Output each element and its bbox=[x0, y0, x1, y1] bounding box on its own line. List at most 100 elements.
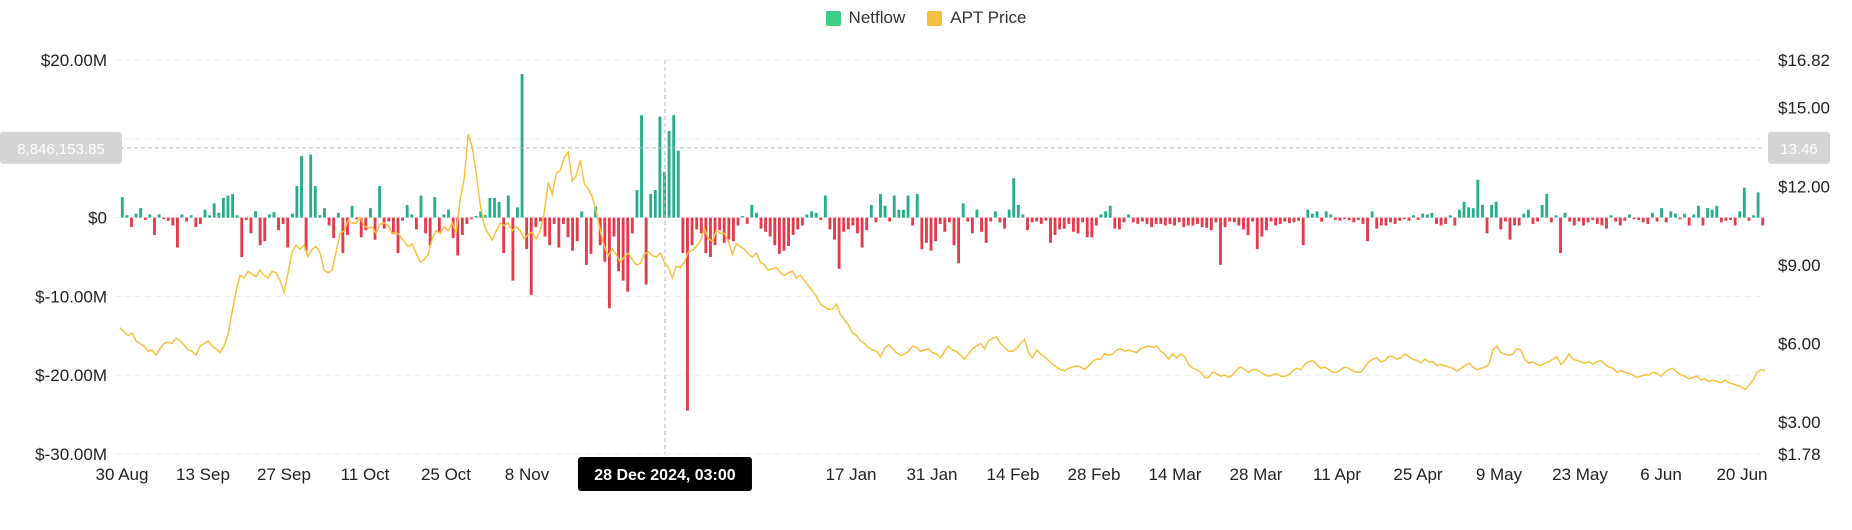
gridlines bbox=[115, 59, 1765, 455]
netflow-bar-107 bbox=[612, 217, 616, 237]
netflow-bar-106 bbox=[607, 217, 611, 309]
netflow-bar-63 bbox=[410, 214, 414, 218]
netflow-bar-69 bbox=[437, 217, 441, 232]
netflow-bar-151 bbox=[814, 212, 818, 218]
netflow-bar-322 bbox=[1600, 217, 1604, 226]
netflow-bar-26 bbox=[240, 217, 244, 257]
legend-label-netflow: Netflow bbox=[848, 8, 906, 27]
netflow-bar-109 bbox=[621, 217, 625, 281]
netflow-bar-4 bbox=[139, 208, 143, 218]
netflow-bar-44 bbox=[323, 208, 326, 218]
netflow-bar-263 bbox=[1329, 214, 1333, 218]
netflow-bar-92 bbox=[543, 217, 547, 237]
right-tick-label-1: $15.00 bbox=[1778, 99, 1830, 118]
netflow-bar-101 bbox=[584, 217, 588, 265]
x-tick-label-12: 28 Feb bbox=[1068, 465, 1121, 484]
netflow-bar-33 bbox=[272, 212, 276, 218]
netflow-bar-310 bbox=[1545, 193, 1549, 218]
netflow-bar-197 bbox=[1026, 217, 1029, 231]
netflow-bar-211 bbox=[1090, 217, 1094, 238]
netflow-bar-228 bbox=[1168, 217, 1172, 224]
netflow-bar-143 bbox=[777, 217, 781, 254]
netflow-bar-293 bbox=[1467, 207, 1471, 218]
netflow-bar-53 bbox=[364, 217, 368, 231]
netflow-bar-303 bbox=[1513, 217, 1516, 226]
x-tick-label-4: 25 Oct bbox=[421, 465, 471, 484]
netflow-bar-275 bbox=[1384, 217, 1388, 226]
netflow-bar-127 bbox=[704, 217, 708, 254]
netflow-bar-6 bbox=[148, 214, 152, 218]
netflow-bar-200 bbox=[1039, 217, 1043, 224]
netflow-bar-257 bbox=[1301, 217, 1305, 246]
netflow-bar-98 bbox=[571, 217, 575, 251]
netflow-bar-225 bbox=[1154, 217, 1158, 224]
netflow-bar-169 bbox=[897, 209, 901, 218]
netflow-bar-81 bbox=[493, 197, 496, 218]
netflow-bar-320 bbox=[1591, 217, 1595, 220]
legend-item-price[interactable]: APT Price bbox=[927, 8, 1026, 28]
netflow-bar-323 bbox=[1605, 217, 1608, 229]
right-tick-label-3: $9.00 bbox=[1778, 256, 1821, 275]
x-tick-label-10: 31 Jan bbox=[906, 465, 957, 484]
netflow-bar-167 bbox=[888, 217, 892, 222]
netflow-bar-329 bbox=[1632, 217, 1636, 220]
netflow-bar-179 bbox=[943, 217, 947, 232]
netflow-bar-273 bbox=[1375, 217, 1379, 229]
netflow-bar-24 bbox=[231, 193, 234, 218]
crosshair-left-value: 8,846,153.85 bbox=[17, 141, 105, 158]
netflow-bar-165 bbox=[879, 193, 882, 218]
netflow-bar-122 bbox=[681, 217, 685, 254]
netflow-bar-161 bbox=[860, 217, 864, 248]
netflow-bar-75 bbox=[465, 217, 469, 224]
netflow-bar-114 bbox=[644, 217, 648, 285]
netflow-bar-337 bbox=[1669, 211, 1673, 218]
netflow-bar-222 bbox=[1140, 217, 1144, 222]
netflow-bar-175 bbox=[924, 217, 928, 243]
netflow-bar-35 bbox=[281, 217, 285, 224]
netflow-bar-254 bbox=[1288, 217, 1291, 224]
netflow-bar-141 bbox=[768, 217, 772, 237]
netflow-bar-136 bbox=[745, 217, 749, 224]
netflow-bar-25 bbox=[235, 215, 239, 218]
netflow-bar-309 bbox=[1540, 204, 1544, 218]
netflow-bar-135 bbox=[741, 216, 745, 218]
netflow-bar-79 bbox=[483, 215, 487, 218]
netflow-bar-163 bbox=[869, 204, 873, 218]
netflow-bar-105 bbox=[603, 217, 607, 262]
netflow-bar-353 bbox=[1742, 187, 1746, 218]
netflow-bar-34 bbox=[277, 217, 280, 231]
netflow-bar-247 bbox=[1255, 217, 1259, 250]
netflow-bar-148 bbox=[800, 217, 804, 226]
netflow-bar-100 bbox=[580, 211, 584, 218]
netflow-bar-201 bbox=[1044, 217, 1048, 221]
netflow-bar-343 bbox=[1696, 205, 1700, 218]
netflow-bar-154 bbox=[828, 217, 832, 230]
netflow-bar-140 bbox=[764, 217, 768, 232]
x-tick-label-17: 9 May bbox=[1476, 465, 1523, 484]
right-axis-ticks: $16.82 $15.00 $12.00 $9.00 $6.00 $3.00 $1.78 bbox=[1778, 51, 1830, 464]
price-line bbox=[119, 133, 1766, 391]
x-tick-label-3: 11 Oct bbox=[341, 465, 390, 484]
netflow-bar-333 bbox=[1651, 212, 1654, 218]
netflow-bar-10 bbox=[166, 217, 170, 221]
netflow-bar-71 bbox=[447, 209, 450, 218]
netflow-bar-285 bbox=[1430, 212, 1434, 218]
legend-item-netflow[interactable]: Netflow bbox=[825, 8, 906, 28]
netflow-bar-27 bbox=[244, 217, 248, 220]
netflow-bar-48 bbox=[341, 217, 345, 254]
netflow-bar-313 bbox=[1559, 217, 1562, 254]
netflow-bar-239 bbox=[1219, 217, 1222, 265]
netflow-bar-223 bbox=[1145, 217, 1149, 224]
netflow-bar-42 bbox=[313, 186, 317, 218]
netflow-bar-249 bbox=[1265, 217, 1268, 231]
netflow-bar-312 bbox=[1554, 215, 1558, 218]
netflow-bar-282 bbox=[1416, 217, 1420, 220]
left-tick-label-3: $-10.00M bbox=[35, 287, 107, 306]
netflow-bar-168 bbox=[892, 195, 896, 218]
netflow-bar-147 bbox=[796, 217, 800, 230]
netflow-bar-171 bbox=[906, 195, 910, 218]
netflow-bar-1 bbox=[125, 215, 129, 218]
netflow-bar-325 bbox=[1614, 217, 1618, 222]
